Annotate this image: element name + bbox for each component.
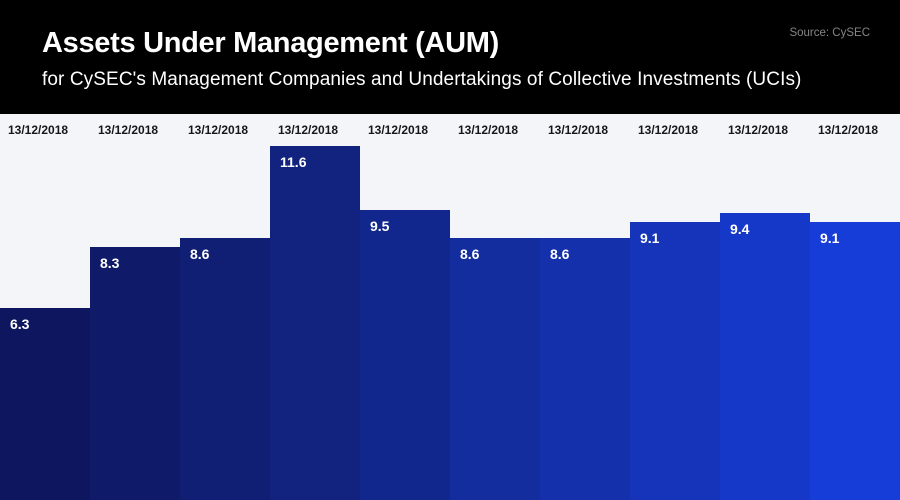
bar[interactable]: 11.6 <box>270 146 360 500</box>
bar-value-label: 8.3 <box>100 255 120 271</box>
bar-date-label: 13/12/2018 <box>728 123 789 137</box>
bar-chart: 13/12/2018 6.3 13/12/2018 8.3 13/12/2018… <box>0 114 900 500</box>
bar-date-label: 13/12/2018 <box>98 123 159 137</box>
bar-column: 13/12/2018 8.6 <box>180 114 270 500</box>
bar-column: 13/12/2018 9.1 <box>810 114 900 500</box>
bar[interactable]: 9.4 <box>720 213 810 500</box>
bar[interactable]: 6.3 <box>0 308 90 500</box>
bar-date-label: 13/12/2018 <box>548 123 609 137</box>
bar-value-label: 9.4 <box>730 221 750 237</box>
bar-column: 13/12/2018 8.6 <box>450 114 540 500</box>
bar[interactable]: 8.3 <box>90 247 180 500</box>
bar-value-label: 8.6 <box>460 246 480 262</box>
bar-column: 13/12/2018 8.3 <box>90 114 180 500</box>
bar-value-label: 11.6 <box>280 154 307 170</box>
bar-column: 13/12/2018 11.6 <box>270 114 360 500</box>
bar-column: 13/12/2018 6.3 <box>0 114 90 500</box>
bar-date-label: 13/12/2018 <box>8 123 69 137</box>
bar[interactable]: 9.1 <box>810 222 900 500</box>
bar-date-label: 13/12/2018 <box>638 123 699 137</box>
bar-date-label: 13/12/2018 <box>368 123 429 137</box>
bar-value-label: 6.3 <box>10 316 30 332</box>
bar[interactable]: 8.6 <box>450 238 540 500</box>
chart-subtitle: for CySEC's Management Companies and Und… <box>42 69 802 91</box>
source-label: Source: CySEC <box>789 27 870 39</box>
bar-value-label: 9.5 <box>370 218 390 234</box>
chart-header: Assets Under Management (AUM) for CySEC'… <box>0 0 900 114</box>
bar-value-label: 8.6 <box>550 246 570 262</box>
bar-column: 13/12/2018 9.5 <box>360 114 450 500</box>
bar[interactable]: 8.6 <box>540 238 630 500</box>
bar-column: 13/12/2018 9.1 <box>630 114 720 500</box>
bar-value-label: 8.6 <box>190 246 210 262</box>
bar-date-label: 13/12/2018 <box>278 123 339 137</box>
bar-column: 13/12/2018 9.4 <box>720 114 810 500</box>
bar[interactable]: 8.6 <box>180 238 270 500</box>
bar-date-label: 13/12/2018 <box>188 123 249 137</box>
bar-column: 13/12/2018 8.6 <box>540 114 630 500</box>
bar[interactable]: 9.5 <box>360 210 450 500</box>
chart-title: Assets Under Management (AUM) <box>42 27 499 59</box>
bar[interactable]: 9.1 <box>630 222 720 500</box>
bar-value-label: 9.1 <box>640 230 660 246</box>
bar-date-label: 13/12/2018 <box>818 123 879 137</box>
bar-date-label: 13/12/2018 <box>458 123 519 137</box>
bar-value-label: 9.1 <box>820 230 840 246</box>
